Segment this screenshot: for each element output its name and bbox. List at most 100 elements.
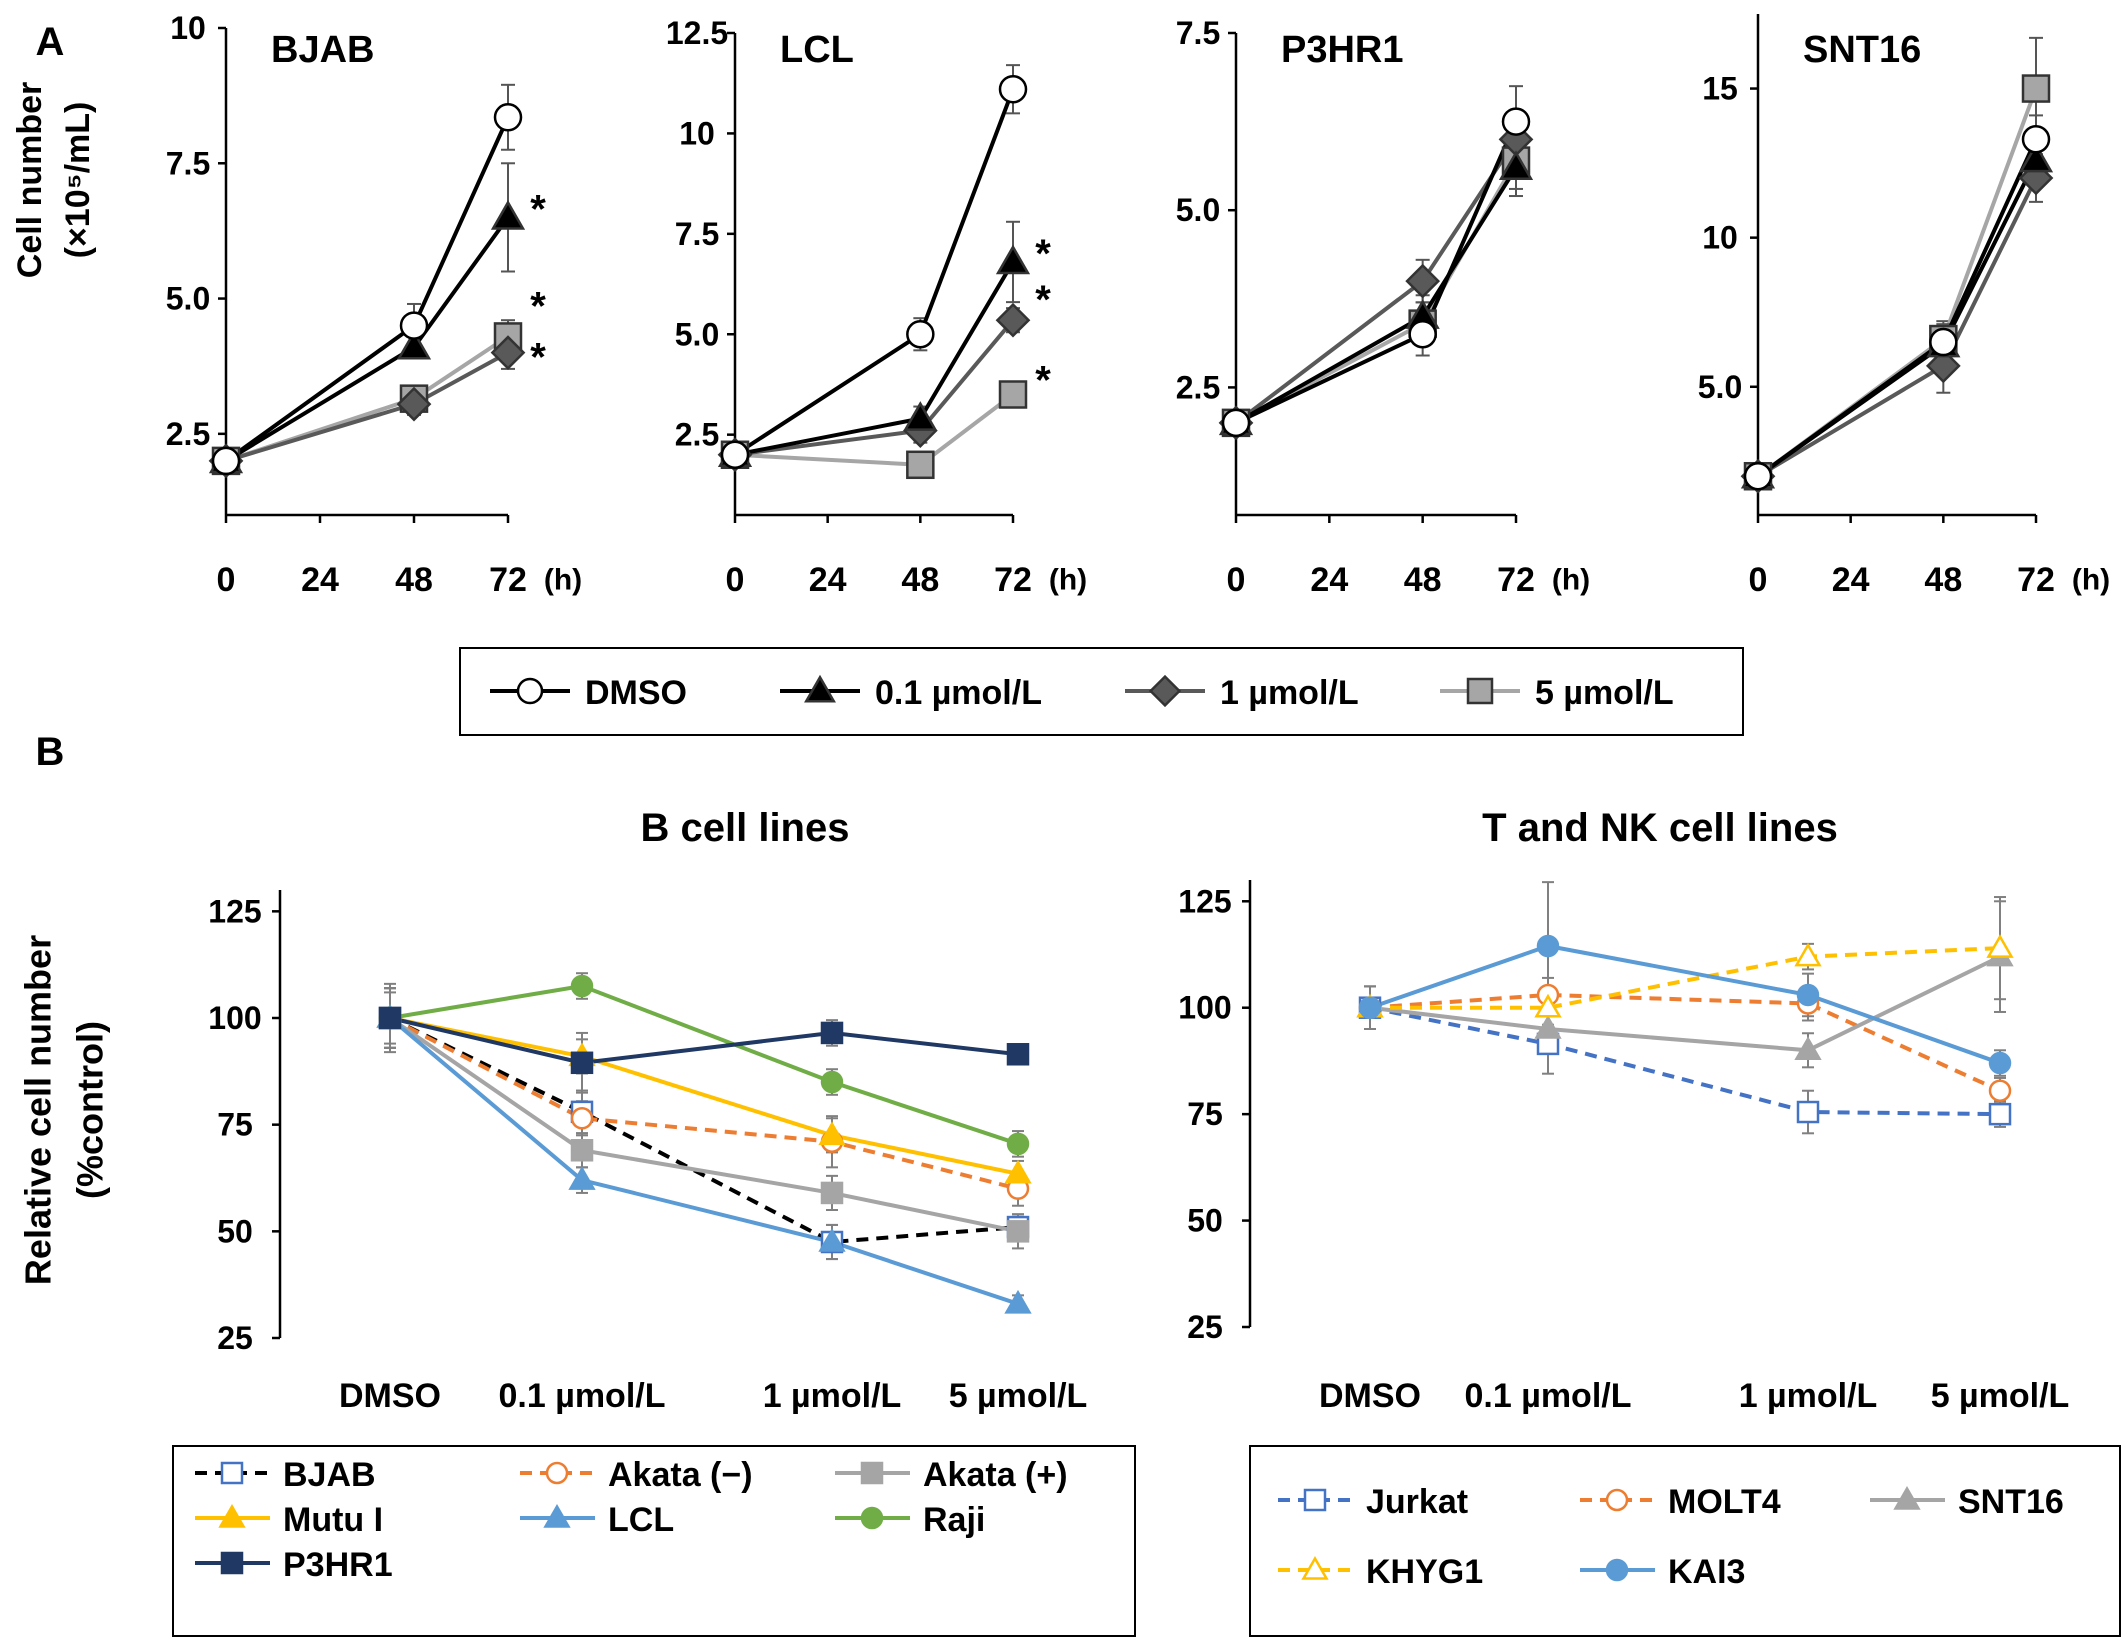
- chart5-category-label: DMSO: [1319, 1377, 1421, 1415]
- chart4-legend-marker: [860, 1461, 884, 1485]
- chart5-data-point: [1794, 942, 1822, 967]
- chart0-series-line: [224, 216, 510, 463]
- legend-label: 1 µmol/L: [1220, 674, 1359, 712]
- chart3-x-tick-label: 0: [1749, 561, 1768, 599]
- chart5-data-point: [1796, 1100, 1820, 1124]
- chart5-y-tick-label: 125: [1178, 883, 1231, 919]
- legend-marker: [1148, 674, 1182, 708]
- chart1-significance-star: *: [1035, 232, 1051, 276]
- chart5-legend-label: Jurkat: [1366, 1483, 1468, 1521]
- chart5-y-tick-label: 25: [1187, 1309, 1223, 1345]
- chart5-y-tick-label: 50: [1187, 1203, 1223, 1239]
- chart5-data-point: [1358, 996, 1382, 1019]
- chart2-x-tick-label: 48: [1404, 561, 1442, 599]
- chart2-y-tick-label: 7.5: [1176, 15, 1220, 51]
- chart4-data-point: [1004, 1159, 1032, 1184]
- chart5-legend-marker: [1605, 1558, 1629, 1582]
- chart4-category-label: 0.1 µmol/L: [499, 1377, 666, 1415]
- chart4-legend-marker: [543, 1503, 571, 1528]
- chart5-y-tick-label: 100: [1178, 990, 1231, 1026]
- chart1-y-tick-label: 7.5: [675, 216, 719, 252]
- chart4-legend-label: Akata (−): [608, 1456, 753, 1494]
- chart5-title: T and NK cell lines: [1482, 806, 1838, 850]
- chart4-legend-label: LCL: [608, 1501, 674, 1539]
- chart5-data-point: [1536, 934, 1560, 958]
- chart4-y-tick-label: 75: [217, 1107, 253, 1143]
- chart0-x-tick-label: 24: [301, 561, 339, 599]
- chart3-data-point: [2021, 125, 2051, 154]
- chart4-legend-label: Mutu I: [283, 1501, 383, 1539]
- chart1-x-unit-label: (h): [1049, 564, 1087, 597]
- chart1-data-point: [998, 380, 1028, 409]
- chart5-legend-box: [1249, 1445, 2121, 1637]
- chart4-category-label: 5 µmol/L: [949, 1377, 1088, 1415]
- chart1-x-tick-label: 0: [726, 561, 745, 599]
- chart1-x-tick-label: 24: [809, 561, 847, 599]
- chart5-legend-marker: [1605, 1488, 1629, 1512]
- chart4-data-point: [818, 1121, 846, 1146]
- chart2-data-point: [1408, 320, 1437, 349]
- chart4-series-line: [388, 1016, 1019, 1234]
- chart4-data-point: [570, 1107, 594, 1130]
- chart3-y-tick-label: 15: [1702, 71, 1738, 107]
- chart3-data-point: [1929, 327, 1958, 357]
- chart4-data-point: [820, 1181, 844, 1205]
- chart5-category-label: 5 µmol/L: [1931, 1377, 2070, 1415]
- series-layer: [195, 36, 2043, 1572]
- chart0-x-unit-label: (h): [544, 564, 582, 597]
- chart1-y-tick-label: 2.5: [675, 417, 719, 453]
- chart0-data-point: [396, 386, 432, 422]
- chart4-series-line: [389, 1016, 1019, 1245]
- chart0-x-tick-label: 0: [217, 561, 236, 599]
- legend-label: DMSO: [585, 674, 687, 712]
- chart4-y-tick-label: 125: [208, 893, 261, 929]
- chart2-x-unit-label: (h): [1552, 564, 1590, 597]
- chart5-y-tick-label: 75: [1187, 1096, 1223, 1132]
- chart3-series-line: [1756, 177, 2038, 478]
- chart4-data-point: [570, 1139, 594, 1162]
- chart2-data-point: [1498, 150, 1534, 180]
- chart3-data-point: [2018, 142, 2054, 173]
- chart0-significance-star: *: [530, 187, 546, 231]
- chart4-title: B cell lines: [641, 806, 850, 850]
- panel-a-legend-box: [459, 647, 1744, 736]
- chart4-category-label: 1 µmol/L: [763, 1377, 902, 1415]
- panel-a-ylabel-unit: (×10⁵/mL): [59, 102, 97, 259]
- chart2-series-line: [1235, 120, 1518, 425]
- chart4-data-point: [1006, 1132, 1030, 1156]
- chart0-y-tick-label: 5.0: [166, 281, 210, 317]
- chart1-y-tick-label: 10: [679, 115, 715, 151]
- chart1-data-point: [903, 401, 938, 431]
- chart2-data-point: [1501, 107, 1531, 136]
- chart0-data-point: [211, 446, 241, 476]
- chart3-x-tick-label: 24: [1832, 561, 1870, 599]
- chart3-x-unit-label: (h): [2072, 564, 2110, 597]
- chart2-data-point: [1221, 408, 1251, 438]
- panel-a-ylabel: Cell number: [11, 82, 49, 278]
- chart1-series-line: [734, 318, 1015, 457]
- chart5-legend-label: KAI3: [1668, 1553, 1745, 1591]
- chart5-legend-label: KHYG1: [1366, 1553, 1483, 1591]
- chart1-data-point: [720, 440, 750, 469]
- chart4-data-point: [570, 974, 594, 998]
- chart5-series-line: [1369, 954, 2001, 1053]
- chart3-x-tick-label: 48: [1924, 561, 1962, 599]
- chart0-series-line: [225, 334, 510, 463]
- chart3-title: SNT16: [1803, 29, 1921, 71]
- chart0-title: BJAB: [271, 29, 374, 71]
- chart3-series-line: [1756, 138, 2038, 478]
- chart4-legend-label: Akata (+): [923, 1456, 1068, 1494]
- chart0-data-point: [396, 329, 432, 360]
- chart1-data-point: [906, 320, 935, 349]
- chart1-x-tick-label: 48: [901, 561, 939, 599]
- chart0-y-tick-label: 7.5: [166, 145, 210, 181]
- chart4-legend-marker: [545, 1461, 569, 1485]
- legend-label: 0.1 µmol/L: [875, 674, 1042, 712]
- chart2-data-point: [1405, 263, 1441, 299]
- chart4-data-point: [568, 1166, 596, 1190]
- chart0-data-point: [490, 199, 526, 230]
- chart5-data-point: [1988, 1051, 2012, 1075]
- chart0-y-tick-label: 10: [170, 10, 206, 46]
- chart4-data-point: [378, 1006, 402, 1030]
